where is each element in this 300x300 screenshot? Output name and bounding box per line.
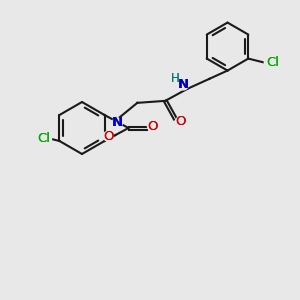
Text: O: O [147,119,158,133]
Text: O: O [175,115,186,128]
Circle shape [103,131,113,141]
Circle shape [148,121,158,131]
Text: Cl: Cl [37,133,50,146]
Text: N: N [178,78,189,91]
Text: N: N [112,116,123,129]
Text: Cl: Cl [266,56,279,69]
Circle shape [178,80,188,90]
Circle shape [35,131,52,147]
Text: Cl: Cl [37,133,50,146]
Circle shape [112,118,122,128]
Text: H: H [171,72,180,85]
Text: N: N [178,78,189,91]
Text: Cl: Cl [266,56,279,69]
Circle shape [264,55,280,70]
Text: O: O [147,119,158,133]
Text: N: N [112,116,123,129]
Circle shape [175,117,185,127]
Text: O: O [103,130,114,143]
Text: O: O [103,130,114,143]
Text: H: H [171,72,180,85]
Text: O: O [175,115,186,128]
